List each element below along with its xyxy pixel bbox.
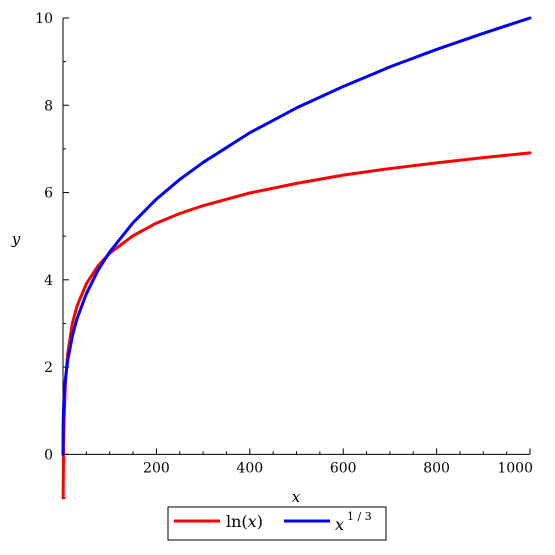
axes <box>62 18 530 498</box>
x-tick-label: 600 <box>330 460 357 476</box>
y-tick-label: 8 <box>44 98 53 114</box>
x-tick-label: 1000 <box>497 460 533 476</box>
legend-ln-close: ) <box>257 512 263 531</box>
legend: ln(x) x 1 / 3 <box>167 506 387 541</box>
ticks: 200 400 600 800 1000 0 2 4 6 8 10 <box>35 11 533 499</box>
legend-label-cbrt-exponent: 1 / 3 <box>347 510 372 523</box>
legend-label-ln: ln(x) <box>226 512 263 531</box>
x-tick-label: 800 <box>423 460 450 476</box>
legend-ln-base: ln( <box>226 512 248 531</box>
x-tick-label: 200 <box>143 460 170 476</box>
y-tick-label: 10 <box>35 11 53 27</box>
x-tick-label: 400 <box>236 460 263 476</box>
series-cbrt-curve <box>61 16 532 456</box>
legend-box <box>167 506 387 541</box>
legend-label-cbrt: x <box>335 515 344 534</box>
y-tick-label: 0 <box>44 447 53 463</box>
series-ln-curve <box>61 151 532 500</box>
y-axis-label: y <box>11 230 21 248</box>
y-tick-label: 4 <box>44 273 53 289</box>
y-tick-label: 6 <box>44 186 53 202</box>
y-tick-label: 2 <box>44 360 53 376</box>
x-axis-label: x <box>292 488 301 506</box>
curves <box>61 16 532 500</box>
legend-ln-var: x <box>248 512 257 531</box>
